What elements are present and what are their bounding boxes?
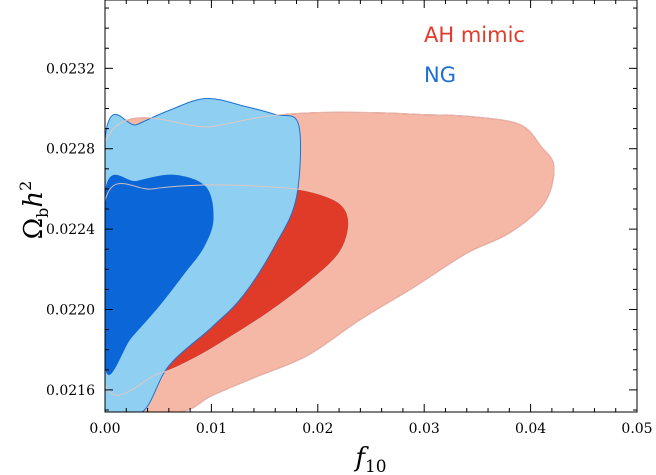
x-tick-label: 0.04 [515,421,546,437]
y-axis-label-h: h [19,191,49,208]
x-axis-label: f10 [353,443,386,475]
x-tick-label: 0.02 [302,421,333,437]
y-axis-label-superscript: 2 [16,181,35,191]
x-axis-label-subscript: 10 [365,457,387,475]
x-tick-label: 0.00 [89,421,120,437]
tick-layer: 0.00 0.01 0.02 0.03 0.04 0.05 0.0216 0.0220 0.02… [46,0,653,437]
ah-mimic-contour-95-outline [105,111,555,412]
y-tick-label: 0.0232 [46,61,95,77]
y-tick-label: 0.0220 [46,303,95,319]
x-tick-label: 0.01 [196,421,227,437]
x-tick-label: 0.03 [409,421,440,437]
x-tick-label: 0.05 [621,421,652,437]
ng-contour-68 [105,174,214,375]
y-axis-label: Ωbh2 [16,181,52,240]
y-tick-label: 0.0224 [46,222,95,238]
y-tick-label: 0.0216 [46,383,95,399]
y-axis-label-subscript: b [33,208,52,218]
ah-mimic-contour-68-outline [105,182,350,396]
contour-layer [105,97,555,412]
plot-frame [104,0,638,413]
legend-label-ah-mimic: AH mimic [424,23,525,47]
y-axis-label-symbol: Ω [19,218,49,240]
y-tick-label: 0.0228 [46,142,95,158]
legend-label-ng: NG [424,63,456,87]
